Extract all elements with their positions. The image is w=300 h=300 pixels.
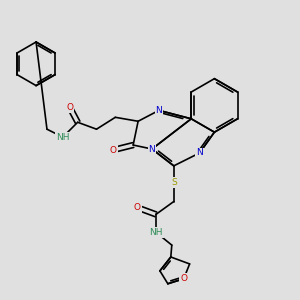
Text: N: N <box>155 106 162 115</box>
Text: O: O <box>134 203 141 212</box>
Text: NH: NH <box>56 133 70 142</box>
Text: N: N <box>196 148 203 158</box>
Text: O: O <box>110 146 117 154</box>
Text: NH: NH <box>149 228 163 237</box>
Text: O: O <box>180 274 187 283</box>
Text: N: N <box>148 145 155 154</box>
Text: S: S <box>171 178 177 187</box>
Text: O: O <box>66 103 73 112</box>
